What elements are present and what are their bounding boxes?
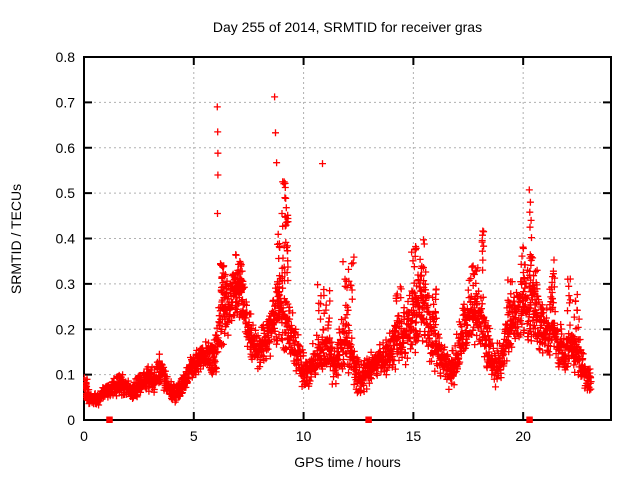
x-tick-label: 0 bbox=[80, 428, 88, 444]
y-tick-label: 0.8 bbox=[56, 49, 76, 65]
y-tick-label: 0.7 bbox=[56, 94, 76, 110]
x-tick-label: 10 bbox=[296, 428, 312, 444]
y-tick-label: 0.4 bbox=[56, 231, 76, 247]
y-tick-label: 0.2 bbox=[56, 321, 76, 337]
zero-value-marker bbox=[106, 416, 113, 423]
x-axis-label: GPS time / hours bbox=[294, 454, 401, 470]
y-tick-label: 0.5 bbox=[56, 185, 76, 201]
y-tick-label: 0.1 bbox=[56, 367, 76, 383]
zero-value-marker bbox=[526, 416, 533, 423]
x-tick-label: 20 bbox=[515, 428, 531, 444]
data-points bbox=[83, 93, 595, 409]
y-tick-label: 0 bbox=[67, 412, 75, 428]
zero-value-marker bbox=[365, 416, 372, 423]
x-tick-label: 5 bbox=[190, 428, 198, 444]
chart-title: Day 255 of 2014, SRMTID for receiver gra… bbox=[212, 19, 483, 35]
y-tick-label: 0.3 bbox=[56, 276, 76, 292]
x-tick-label: 15 bbox=[406, 428, 422, 444]
y-tick-label: 0.6 bbox=[56, 140, 76, 156]
